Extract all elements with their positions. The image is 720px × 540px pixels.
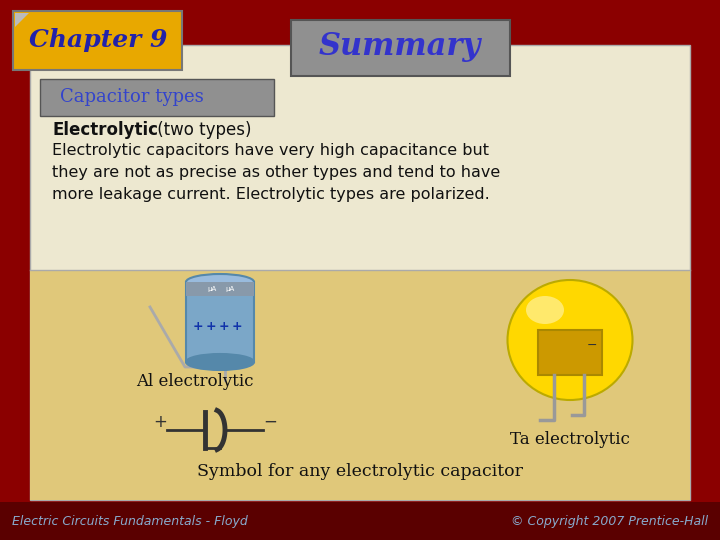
Text: (two types): (two types) bbox=[152, 121, 251, 139]
Text: +: + bbox=[206, 321, 216, 334]
Text: Summary: Summary bbox=[319, 31, 481, 63]
Text: Electrolytic: Electrolytic bbox=[52, 121, 158, 139]
Polygon shape bbox=[15, 13, 29, 27]
FancyBboxPatch shape bbox=[13, 11, 182, 70]
Text: −: − bbox=[587, 339, 598, 352]
Ellipse shape bbox=[526, 296, 564, 324]
Text: +: + bbox=[193, 321, 203, 334]
FancyBboxPatch shape bbox=[186, 282, 254, 296]
Ellipse shape bbox=[508, 280, 632, 400]
Text: +: + bbox=[232, 321, 243, 334]
FancyBboxPatch shape bbox=[291, 20, 510, 76]
Text: © Copyright 2007 Prentice-Hall: © Copyright 2007 Prentice-Hall bbox=[511, 515, 708, 528]
Text: Ta electrolytic: Ta electrolytic bbox=[510, 431, 630, 449]
Text: μA: μA bbox=[225, 286, 235, 292]
Text: +: + bbox=[219, 321, 229, 334]
Text: −: − bbox=[263, 413, 277, 431]
Text: Symbol for any electrolytic capacitor: Symbol for any electrolytic capacitor bbox=[197, 463, 523, 481]
FancyBboxPatch shape bbox=[538, 330, 602, 375]
FancyBboxPatch shape bbox=[40, 79, 274, 116]
Text: Chapter 9: Chapter 9 bbox=[29, 28, 167, 52]
Text: Al electrolytic: Al electrolytic bbox=[136, 374, 253, 390]
Text: Capacitor types: Capacitor types bbox=[60, 88, 204, 106]
Text: more leakage current. Electrolytic types are polarized.: more leakage current. Electrolytic types… bbox=[52, 186, 490, 201]
FancyBboxPatch shape bbox=[30, 45, 690, 500]
Text: μA: μA bbox=[207, 286, 217, 292]
FancyBboxPatch shape bbox=[30, 270, 690, 500]
Ellipse shape bbox=[186, 274, 254, 290]
Text: Electrolytic capacitors have very high capacitance but: Electrolytic capacitors have very high c… bbox=[52, 143, 489, 158]
FancyBboxPatch shape bbox=[0, 502, 720, 540]
Text: Electric Circuits Fundamentals - Floyd: Electric Circuits Fundamentals - Floyd bbox=[12, 515, 248, 528]
Text: they are not as precise as other types and tend to have: they are not as precise as other types a… bbox=[52, 165, 500, 179]
FancyBboxPatch shape bbox=[186, 282, 254, 362]
Ellipse shape bbox=[186, 354, 254, 370]
Text: +: + bbox=[153, 413, 167, 431]
